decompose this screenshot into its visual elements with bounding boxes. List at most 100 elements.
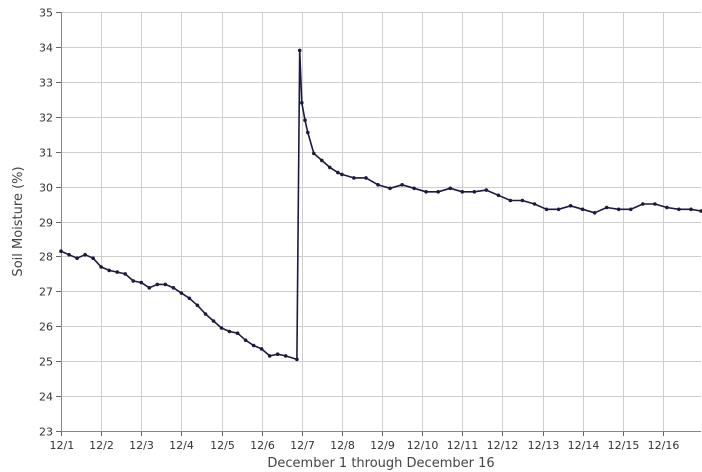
y-tick-label: 33	[39, 77, 53, 90]
data-point	[604, 205, 609, 210]
data-point	[336, 170, 340, 175]
x-tick-label: 12/13	[528, 439, 560, 452]
data-point	[300, 101, 304, 105]
data-point	[484, 188, 489, 192]
y-tick-labels: 23 24 25 26 27 28 29 30 31 32 33 34 35	[39, 7, 53, 439]
data-point	[532, 202, 537, 206]
data-point	[75, 256, 79, 261]
y-tick-label: 34	[39, 42, 53, 55]
y-tick-label: 26	[39, 321, 53, 334]
data-point	[496, 193, 501, 198]
data-point	[592, 211, 597, 215]
data-point	[67, 252, 71, 257]
data-point	[147, 286, 152, 290]
grid	[61, 12, 701, 432]
data-point	[352, 176, 356, 180]
data-point	[131, 279, 135, 283]
x-tick-label: 12/16	[648, 439, 680, 452]
y-tick-label: 30	[39, 182, 53, 195]
data-point	[211, 319, 216, 323]
data-point	[312, 151, 316, 156]
y-tick-label: 35	[39, 7, 53, 20]
data-point	[107, 268, 111, 273]
data-point	[616, 207, 621, 212]
data-point	[275, 352, 280, 357]
data-point	[203, 312, 208, 316]
data-point	[376, 183, 380, 187]
data-point	[115, 270, 119, 274]
data-point	[629, 207, 633, 212]
data-point	[388, 186, 392, 191]
data-point	[283, 354, 288, 358]
x-tick-label: 12/1	[50, 439, 75, 452]
data-point	[251, 343, 256, 348]
data-point	[699, 209, 702, 213]
y-tick-label: 24	[39, 391, 53, 404]
series-line	[60, 49, 702, 361]
axes	[56, 12, 701, 436]
data-point	[163, 282, 168, 287]
y-tick-label: 29	[39, 217, 53, 230]
x-tick-label: 12/15	[608, 439, 640, 452]
data-point	[187, 296, 192, 301]
data-point	[267, 354, 272, 358]
data-point	[306, 130, 310, 135]
data-point	[340, 172, 344, 177]
data-point	[689, 207, 693, 212]
data-point	[460, 190, 465, 194]
data-point	[91, 256, 95, 261]
data-point	[412, 186, 416, 191]
x-tick-label: 12/2	[89, 439, 114, 452]
x-tick-label: 12/10	[407, 439, 439, 452]
data-series	[59, 48, 702, 362]
x-tick-label: 12/8	[330, 439, 355, 452]
data-point	[227, 329, 232, 334]
data-point	[400, 183, 404, 187]
data-point	[364, 176, 368, 180]
x-tick-label: 12/11	[447, 439, 479, 452]
x-tick-label: 12/7	[290, 439, 315, 452]
data-point	[59, 249, 63, 253]
data-point	[677, 207, 681, 212]
data-point	[235, 331, 240, 336]
data-point	[219, 326, 224, 330]
data-point	[436, 190, 441, 194]
data-point	[295, 357, 299, 362]
data-point	[520, 198, 525, 203]
data-point	[297, 48, 302, 53]
data-point	[320, 158, 324, 163]
x-tick-labels: 12/1 12/2 12/3 12/4 12/5 12/6 12/7 12/8 12/9 12/1…	[50, 439, 680, 452]
y-axis-title: Soil Moisture (%)	[11, 166, 26, 276]
data-point	[328, 165, 332, 170]
data-point	[243, 338, 248, 343]
data-point	[195, 303, 200, 308]
x-tick-label: 12/9	[370, 439, 395, 452]
data-point	[472, 190, 477, 194]
y-tick-label: 25	[39, 356, 53, 369]
y-tick-label: 32	[39, 112, 53, 125]
data-point	[568, 204, 573, 208]
data-point	[139, 280, 144, 285]
x-tick-label: 12/12	[487, 439, 519, 452]
data-point	[448, 186, 453, 191]
data-point	[259, 347, 264, 351]
x-tick-label: 12/6	[250, 439, 275, 452]
y-tick-label: 31	[39, 147, 53, 160]
data-point	[83, 252, 87, 257]
data-point	[303, 118, 307, 122]
x-axis-title: December 1 through December 16	[267, 456, 494, 471]
x-tick-label: 12/5	[210, 439, 235, 452]
y-tick-label: 23	[39, 426, 53, 439]
x-tick-label: 12/3	[129, 439, 154, 452]
data-point	[123, 272, 127, 276]
data-point	[155, 282, 160, 287]
y-tick-label: 28	[39, 251, 53, 264]
data-point	[544, 207, 549, 212]
x-tick-label: 12/14	[568, 439, 600, 452]
data-point	[179, 291, 184, 295]
data-point	[171, 286, 176, 290]
data-point	[556, 207, 561, 212]
x-tick-label: 12/4	[169, 439, 194, 452]
data-point	[653, 202, 657, 206]
